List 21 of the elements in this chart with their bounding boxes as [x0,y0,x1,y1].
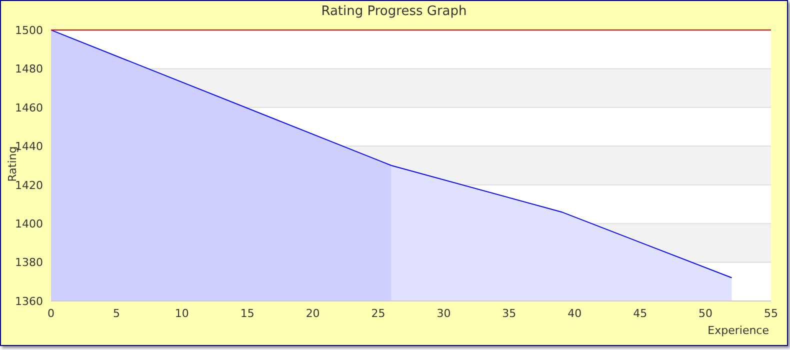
x-tick-label: 30 [436,306,451,320]
y-tick-label: 1480 [15,62,43,76]
chart-title: Rating Progress Graph [320,4,468,19]
x-tick-label: 0 [48,306,54,320]
x-tick-label: 25 [371,306,386,320]
x-tick-label: 10 [174,306,189,320]
x-tick-label: 40 [568,306,582,320]
x-tick-label: 45 [633,306,648,320]
y-tick-label: 1360 [15,294,43,308]
x-tick-label: 55 [764,306,778,320]
x-tick-label: 5 [112,306,120,320]
x-axis-title: Experience [708,324,769,337]
y-tick-label: 1400 [15,217,43,230]
y-tick-label: 1420 [15,178,43,192]
x-tick-label: 50 [698,306,713,320]
x-tick-label: 20 [306,306,320,320]
y-tick-label: 1500 [15,24,43,37]
y-tick-label: 1380 [15,256,43,270]
x-tick-label: 35 [502,306,516,320]
y-tick-label: 1460 [15,101,43,114]
x-tick-label: 15 [240,306,254,320]
